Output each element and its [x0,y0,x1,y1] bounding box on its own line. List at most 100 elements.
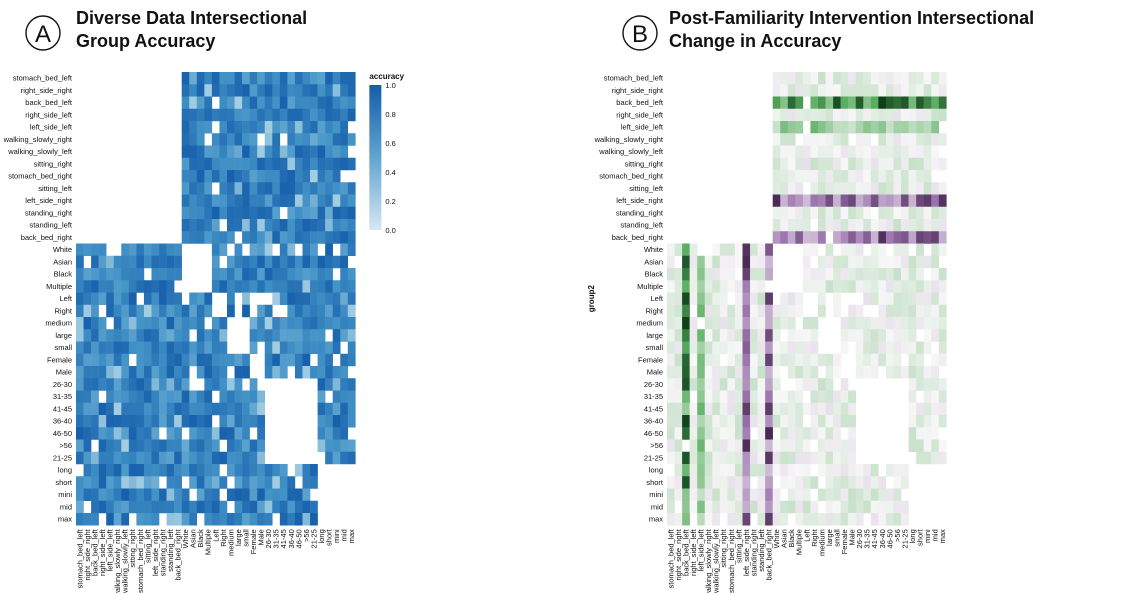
heatmap-cell [924,256,932,269]
heatmap-cell [340,146,348,159]
heatmap-cell [878,513,886,526]
heatmap-cell [99,317,107,330]
y-tick-label: Black [54,270,73,279]
heatmap-cell [159,329,167,342]
heatmap-cell [931,452,939,465]
heatmap-cell [76,489,84,502]
heatmap-cell [712,513,720,526]
heatmap-cell [939,231,947,244]
heatmap-cell [76,391,84,404]
heatmap-cell [758,366,766,379]
heatmap-cell [114,280,122,293]
heatmap-cell [939,452,947,465]
heatmap-cell [272,268,280,281]
heatmap-cell [795,219,803,232]
heatmap-cell [250,280,258,293]
heatmap-cell [144,464,152,477]
heatmap-cell [136,378,144,391]
heatmap-cell [310,121,318,134]
heatmap-cell [856,195,864,208]
heatmap-cell [841,170,849,183]
heatmap-cell [84,317,92,330]
heatmap-cell [333,109,341,122]
heatmap-cell [863,342,871,355]
heatmap-cell [871,97,879,110]
heatmap-cell [303,464,311,477]
heatmap-cell [318,354,326,367]
heatmap-cell [894,121,902,134]
heatmap-cell [916,256,924,269]
y-tick-label: Multiple [637,282,663,291]
heatmap-cell [227,170,235,183]
heatmap-cell [909,256,917,269]
heatmap-cell [159,452,167,465]
heatmap-cell [795,427,803,440]
heatmap-cell [848,513,856,526]
heatmap-cell [340,427,348,440]
heatmap-cell [235,415,243,428]
heatmap-cell [287,121,295,134]
heatmap-cell [121,305,129,318]
heatmap-cell [325,170,333,183]
heatmap-cell [675,489,683,502]
heatmap-cell [235,501,243,514]
heatmap-cell [863,268,871,281]
heatmap-cell [818,305,826,318]
heatmap-cell [182,158,190,171]
heatmap-cell [99,440,107,453]
heatmap-cell [136,415,144,428]
heatmap-cell [743,366,751,379]
heatmap-cell [878,342,886,355]
heatmap-cell [257,501,265,514]
heatmap-cell [916,170,924,183]
heatmap-cell [705,501,713,514]
heatmap-cell [712,305,720,318]
heatmap-cell [242,97,250,110]
heatmap-cell [121,403,129,416]
heatmap-cell [795,342,803,355]
heatmap-cell [136,317,144,330]
heatmap-cell [916,415,924,428]
y-tick-label: >56 [650,441,663,450]
heatmap-cell [121,366,129,379]
heatmap-cell [758,391,766,404]
heatmap-cell [735,513,743,526]
heatmap-cell [810,195,818,208]
heatmap-cell [795,476,803,489]
heatmap-cell [841,195,849,208]
heatmap-cell [325,256,333,269]
heatmap-cell [863,207,871,220]
heatmap-cell [833,489,841,502]
heatmap-cell [287,109,295,122]
heatmap-cell [690,280,698,293]
heatmap-cell [265,342,273,355]
heatmap-cell [280,293,288,306]
heatmap-cell [675,293,683,306]
heatmap-cell [841,133,849,146]
heatmap-cell [212,109,220,122]
heatmap-cell [758,415,766,428]
heatmap-cell [826,109,834,122]
heatmap-cell [114,440,122,453]
y-tick-label: back_bed_right [21,233,73,242]
y-tick-label: mid [651,502,663,511]
y-tick-label: standing_left [620,221,663,230]
heatmap-cell [909,403,917,416]
heatmap-cell [84,366,92,379]
heatmap-cell [818,403,826,416]
heatmap-cell [871,109,879,122]
heatmap-cell [91,305,99,318]
heatmap-cell [144,317,152,330]
heatmap-cell [856,476,864,489]
heatmap-cell [242,182,250,195]
heatmap-cell [235,146,243,159]
heatmap-cell [333,329,341,342]
heatmap-cell [204,403,212,416]
heatmap-cell [325,133,333,146]
heatmap-cell [894,317,902,330]
heatmap-cell [159,256,167,269]
heatmap-cell [84,244,92,257]
heatmap-cell [144,391,152,404]
heatmap-cell [833,158,841,171]
heatmap-cell [182,378,190,391]
